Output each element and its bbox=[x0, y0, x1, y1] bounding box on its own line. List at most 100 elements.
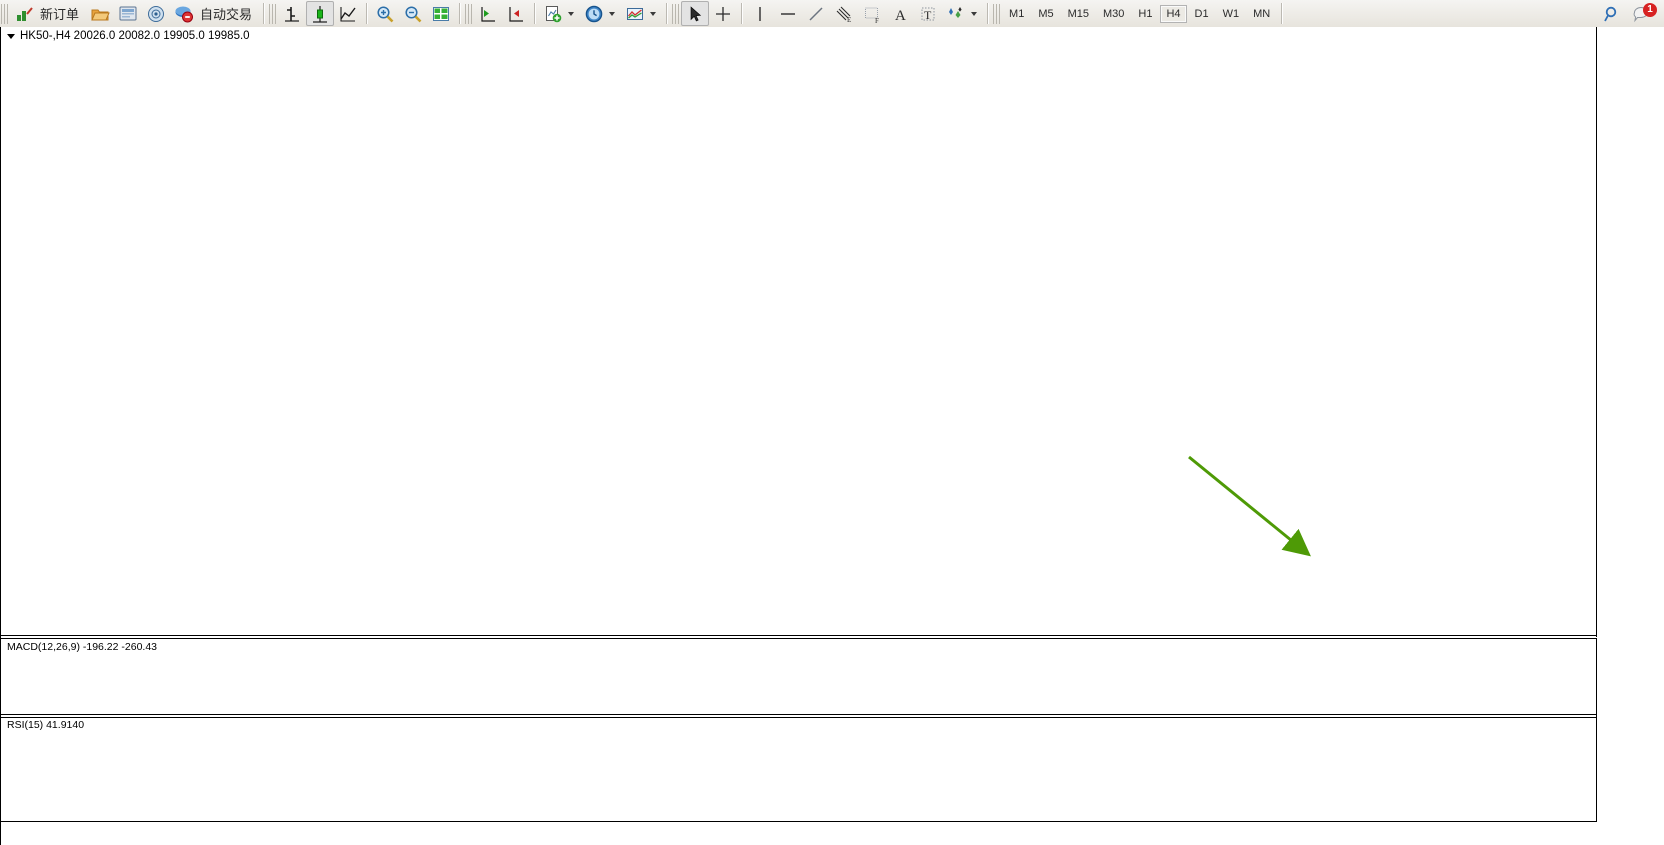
search-icon[interactable] bbox=[1602, 4, 1622, 24]
draw-tools-grip[interactable] bbox=[672, 3, 680, 24]
shift-end-icon bbox=[509, 6, 524, 22]
toolbar-separator-7 bbox=[987, 3, 989, 24]
timeframe-grip[interactable] bbox=[993, 3, 1001, 24]
terminal-button[interactable] bbox=[114, 1, 142, 26]
svg-text:E: E bbox=[847, 16, 851, 24]
new-chart-dropdown-arrow[interactable] bbox=[568, 11, 575, 16]
svg-text:T: T bbox=[924, 8, 932, 22]
shift-start-button[interactable] bbox=[474, 1, 502, 26]
text-label-button[interactable]: T bbox=[914, 1, 942, 26]
timeframe-d1[interactable]: D1 bbox=[1194, 7, 1209, 20]
svg-text:F: F bbox=[875, 17, 879, 24]
price-pane[interactable] bbox=[1, 27, 1597, 610]
main-toolbar: 新订单 bbox=[0, 0, 1664, 28]
macd-label: MACD(12,26,9) -196.22 -260.43 bbox=[7, 641, 157, 653]
chart-tools-grip[interactable] bbox=[269, 3, 277, 24]
folder-button[interactable] bbox=[86, 1, 114, 26]
toolbar-separator-2 bbox=[366, 3, 368, 24]
auto-trading-label: 自动交易 bbox=[200, 7, 253, 22]
tile-windows-button[interactable] bbox=[427, 1, 455, 26]
timeframe-m5[interactable]: M5 bbox=[1038, 7, 1054, 20]
cursor-icon bbox=[690, 5, 702, 21]
toolbar-separator-8 bbox=[1281, 3, 1283, 24]
alerts-count-badge: 1 bbox=[1643, 2, 1657, 17]
chart-header: HK50-,H4 20026.0 20082.0 19905.0 19985.0 bbox=[7, 30, 250, 42]
line-chart-icon bbox=[340, 6, 356, 22]
auto-trading-button[interactable]: 自动交易 bbox=[170, 1, 259, 26]
shapes-dropdown-arrow[interactable] bbox=[971, 11, 978, 16]
toolbar-separator-3 bbox=[459, 3, 461, 24]
new-order-button[interactable]: 新订单 bbox=[10, 1, 86, 26]
timeframe-w1[interactable]: W1 bbox=[1222, 7, 1240, 20]
timeframe-m30[interactable]: M30 bbox=[1103, 7, 1125, 20]
shift-tools-grip[interactable] bbox=[465, 3, 473, 24]
trendline-icon bbox=[809, 6, 823, 21]
crosshair-icon bbox=[716, 6, 731, 21]
pane-separator-price-2 bbox=[1, 638, 1597, 639]
vertical-line-icon bbox=[759, 6, 761, 21]
shift-start-icon bbox=[481, 6, 496, 22]
channel-button[interactable]: F bbox=[858, 1, 886, 26]
line-chart-button[interactable] bbox=[334, 1, 362, 26]
zoom-in-button[interactable] bbox=[371, 1, 399, 26]
period-button[interactable] bbox=[580, 1, 621, 26]
pane-separator-price bbox=[1, 635, 1597, 636]
zoom-out-button[interactable] bbox=[399, 1, 427, 26]
chart-symbol-ohlc: HK50-,H4 20026.0 20082.0 19905.0 19985.0 bbox=[20, 30, 250, 42]
fibonacci-button[interactable]: E bbox=[830, 1, 858, 26]
indicators-icon bbox=[627, 7, 644, 20]
bar-chart-button[interactable] bbox=[278, 1, 306, 26]
tile-windows-icon bbox=[433, 6, 450, 21]
new-chart-button[interactable] bbox=[539, 1, 580, 26]
new-order-label: 新订单 bbox=[40, 7, 80, 22]
price-axis-line bbox=[1596, 27, 1597, 637]
autotrading-icon bbox=[175, 6, 194, 22]
fibonacci-icon: E bbox=[836, 6, 851, 24]
shift-end-button[interactable] bbox=[502, 1, 530, 26]
indicators-button[interactable] bbox=[621, 1, 662, 26]
horizontal-line-icon bbox=[781, 12, 796, 15]
zoom-out-icon bbox=[405, 5, 422, 22]
indicators-dropdown-arrow[interactable] bbox=[650, 11, 657, 16]
channel-icon: F bbox=[865, 7, 879, 24]
macd-pane[interactable] bbox=[1, 639, 1597, 714]
vertical-line-button[interactable] bbox=[746, 1, 774, 26]
price-scale[interactable] bbox=[1597, 27, 1664, 845]
svg-text:A: A bbox=[895, 8, 906, 24]
toolbar-separator-6 bbox=[741, 3, 743, 24]
time-scale[interactable] bbox=[1, 821, 1664, 845]
chart-collapse-icon[interactable] bbox=[7, 33, 15, 39]
timeframe-h1[interactable]: H1 bbox=[1138, 7, 1153, 20]
navigator-icon bbox=[148, 5, 165, 22]
text-button[interactable]: A bbox=[886, 1, 914, 26]
shapes-button[interactable] bbox=[942, 1, 983, 26]
timeframe-h4[interactable]: H4 bbox=[1160, 4, 1187, 23]
toolbar-separator-5 bbox=[666, 3, 668, 24]
horizontal-line-button[interactable] bbox=[774, 1, 802, 26]
period-clock-icon bbox=[585, 5, 603, 22]
zoom-in-icon bbox=[377, 5, 394, 22]
cursor-button[interactable] bbox=[681, 1, 710, 26]
timeframe-m1[interactable]: M1 bbox=[1009, 7, 1025, 20]
crosshair-button[interactable] bbox=[709, 1, 737, 26]
candlestick-chart-button[interactable] bbox=[306, 1, 335, 26]
toolbar-separator-1 bbox=[263, 3, 265, 24]
toolbar-grip[interactable] bbox=[1, 3, 8, 24]
bar-chart-icon bbox=[285, 6, 300, 22]
trendline-button[interactable] bbox=[802, 1, 830, 26]
alerts-button[interactable]: 1 bbox=[1632, 2, 1657, 24]
new-order-icon bbox=[17, 6, 33, 21]
folder-icon bbox=[91, 9, 110, 20]
navigator-button[interactable] bbox=[142, 1, 170, 26]
pane-separator-macd bbox=[1, 714, 1597, 715]
toolbar-right-group: 1 bbox=[1602, 2, 1664, 24]
period-dropdown-arrow[interactable] bbox=[609, 11, 616, 16]
toolbar-separator-4 bbox=[534, 3, 536, 24]
pane-separator-macd-2 bbox=[1, 717, 1597, 718]
timeframe-m15[interactable]: M15 bbox=[1067, 7, 1089, 20]
chart-area[interactable]: HK50-,H4 20026.0 20082.0 19905.0 19985.0… bbox=[0, 27, 1664, 845]
text-label-icon: T bbox=[921, 7, 935, 22]
rsi-pane[interactable] bbox=[1, 718, 1597, 822]
timeframe-mn[interactable]: MN bbox=[1253, 7, 1271, 20]
